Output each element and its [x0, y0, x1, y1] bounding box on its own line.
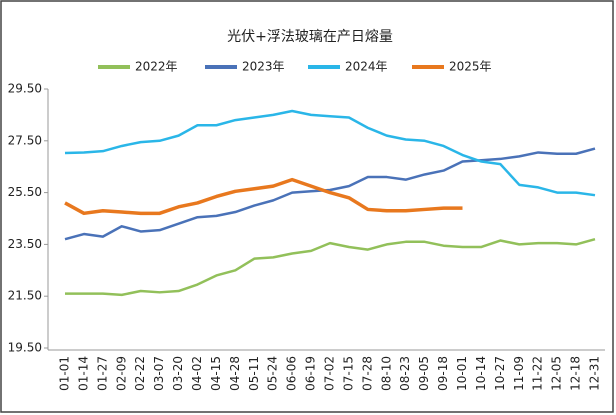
chart-title: 光伏+浮法玻璃在产日熔量 — [227, 28, 393, 45]
y-tick-label: 23.50 — [8, 237, 42, 251]
x-tick-label: 07-28 — [360, 356, 374, 391]
y-tick-label: 27.50 — [8, 133, 42, 147]
series-line — [64, 147, 596, 241]
legend-label: 2022年 — [135, 60, 178, 74]
x-tick-label: 08-10 — [379, 356, 393, 391]
legend-label: 2023年 — [242, 60, 285, 74]
x-tick-label: 09-18 — [436, 356, 450, 391]
x-tick-label: 01-14 — [76, 356, 90, 391]
x-tick-label: 01-27 — [95, 356, 109, 391]
y-tick-label: 25.50 — [8, 185, 42, 199]
x-tick-label: 04-02 — [190, 356, 204, 391]
x-tick-label: 05-24 — [266, 356, 280, 391]
x-tick-label: 12-31 — [588, 356, 602, 391]
series-line — [64, 177, 463, 216]
x-tick-label: 11-22 — [531, 356, 545, 391]
x-tick-label: 07-02 — [323, 356, 337, 391]
y-tick-label: 29.50 — [8, 82, 42, 96]
x-tick-label: 06-06 — [285, 356, 299, 391]
legend-label: 2024年 — [345, 60, 388, 74]
x-tick-label: 11-09 — [512, 356, 526, 391]
x-tick-label: 10-14 — [474, 356, 488, 391]
x-tick-label: 06-19 — [304, 356, 318, 391]
x-tick-label: 03-07 — [152, 356, 166, 391]
x-tick-label: 08-23 — [398, 356, 412, 391]
x-tick-label: 02-09 — [114, 356, 128, 391]
x-tick-label: 03-20 — [171, 356, 185, 391]
x-tick-label: 10-27 — [493, 356, 507, 391]
x-tick-label: 04-15 — [209, 356, 223, 391]
y-tick-label: 19.50 — [8, 341, 42, 355]
series-line — [64, 109, 596, 197]
x-tick-label: 10-01 — [455, 356, 469, 391]
series-line — [65, 238, 596, 297]
x-tick-label: 01-01 — [58, 356, 72, 391]
legend-label: 2025年 — [449, 60, 492, 74]
x-tick-label: 12-05 — [550, 356, 564, 391]
x-tick-label: 02-22 — [133, 356, 147, 391]
x-tick-label: 09-05 — [417, 356, 431, 391]
x-tick-label: 05-11 — [247, 356, 261, 391]
x-tick-label: 07-15 — [341, 356, 355, 391]
y-tick-label: 21.50 — [8, 289, 42, 303]
x-tick-label: 04-28 — [228, 356, 242, 391]
x-tick-label: 12-18 — [569, 356, 583, 391]
